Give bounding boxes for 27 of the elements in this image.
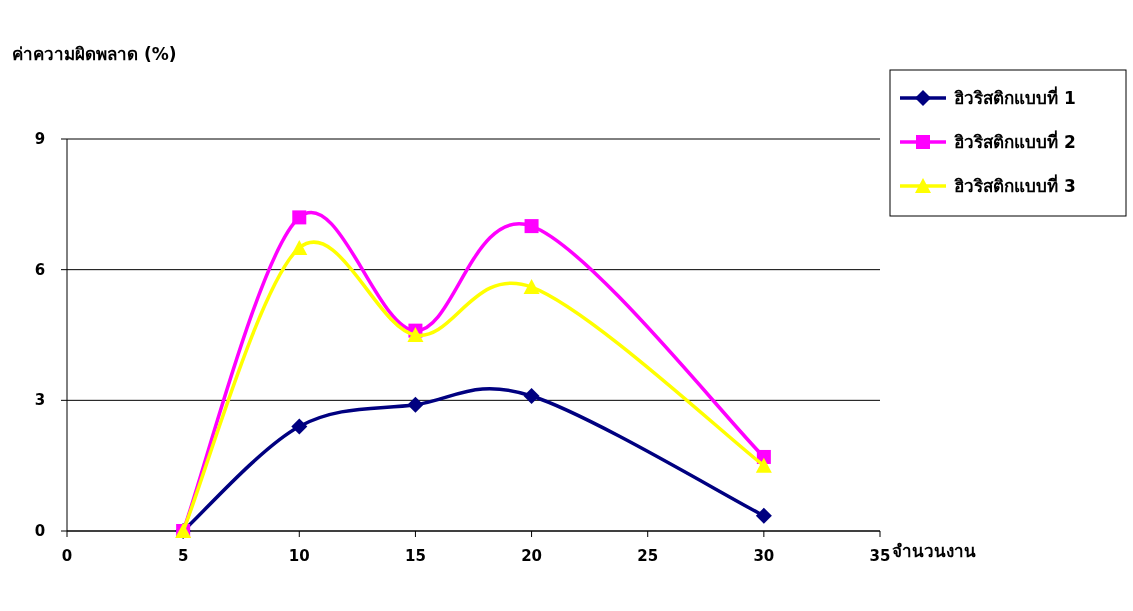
- x-tick-label: 25: [637, 547, 659, 565]
- point: [755, 457, 772, 473]
- x-tick-label: 20: [521, 547, 543, 565]
- y-tick-label: 6: [34, 260, 46, 279]
- point: [291, 239, 308, 255]
- x-tick-label: 30: [753, 547, 775, 565]
- point: [407, 396, 424, 413]
- x-tick-label: 5: [177, 547, 189, 565]
- point: [291, 418, 308, 435]
- point: [292, 210, 307, 225]
- point: [407, 327, 424, 342]
- x-tick-label: 0: [61, 547, 73, 565]
- point: [523, 387, 540, 404]
- x-tick-label: 10: [288, 547, 310, 565]
- legend-label: ฮิวริสติกแบบที่ 2: [954, 130, 1076, 152]
- x-tick-label: 35: [869, 547, 891, 565]
- legend-label: ฮิวริสติกแบบที่ 1: [954, 86, 1076, 108]
- y-axis-title: ค่าความผิดพลาด (%): [12, 44, 177, 64]
- point: [523, 279, 540, 295]
- legend-label: ฮิวริสติกแบบที่ 3: [954, 174, 1076, 196]
- y-tick-label: 3: [34, 391, 46, 410]
- point: [755, 507, 772, 524]
- x-tick-label: 15: [404, 547, 426, 565]
- y-tick-label: 0: [34, 522, 46, 540]
- x-axis-title: จำนวนงาน: [892, 541, 976, 561]
- y-tick-label: 9: [34, 130, 46, 148]
- point: [524, 219, 539, 234]
